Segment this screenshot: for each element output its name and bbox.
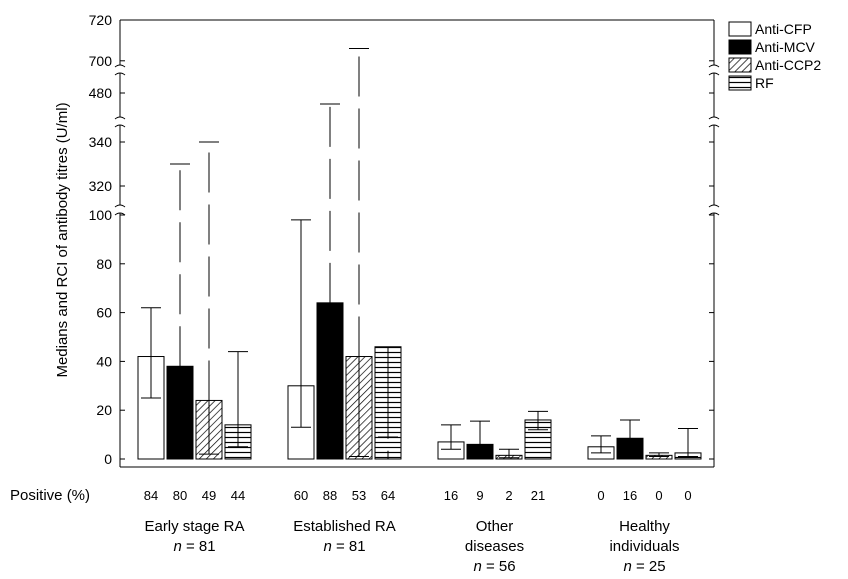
y-tick-label: 40 bbox=[96, 353, 112, 369]
error-bars bbox=[141, 48, 698, 460]
positive-label: Positive (%) bbox=[10, 487, 90, 504]
group-n-label: n = 81 bbox=[173, 538, 215, 555]
group-n-label: n = 25 bbox=[623, 558, 665, 575]
group-labels: Early stage RA n = 81 Established RA n = 81… bbox=[144, 518, 679, 575]
bar-anti-mcv bbox=[166, 365, 194, 460]
axis-break-mark bbox=[708, 124, 720, 128]
positive-value: 60 bbox=[294, 488, 308, 503]
y-tick-label: 340 bbox=[89, 134, 113, 150]
axis-break-mark bbox=[708, 64, 720, 68]
group-label: Healthy bbox=[619, 518, 670, 535]
positive-value: 16 bbox=[444, 488, 458, 503]
axis-break-mark bbox=[114, 64, 126, 68]
positive-value: 0 bbox=[655, 488, 662, 503]
bar-anti-mcv bbox=[466, 443, 494, 460]
positive-value: 9 bbox=[476, 488, 483, 503]
positive-value: 0 bbox=[597, 488, 604, 503]
y-tick-label: 20 bbox=[96, 402, 112, 418]
y-tick-label: 60 bbox=[96, 305, 112, 321]
bar-anti-mcv bbox=[616, 437, 644, 460]
legend-label: Anti-CCP2 bbox=[755, 57, 821, 73]
axis-break-mark bbox=[708, 212, 720, 216]
positive-value: 64 bbox=[381, 488, 395, 503]
axis-breaks bbox=[114, 64, 720, 216]
legend-swatch-rf bbox=[728, 75, 752, 91]
group-label: Early stage RA bbox=[144, 518, 244, 535]
group-label: individuals bbox=[609, 538, 679, 555]
group-label: diseases bbox=[465, 538, 524, 555]
y-axis-label: Medians and RCI of antibody titres (U/ml… bbox=[54, 102, 71, 377]
axis-break-mark bbox=[114, 116, 126, 120]
bar-anti-cfp bbox=[137, 356, 165, 460]
positive-value: 80 bbox=[173, 488, 187, 503]
y-tick-label: 80 bbox=[96, 256, 112, 272]
axis-break-mark bbox=[114, 212, 126, 216]
axis-break-mark bbox=[114, 124, 126, 128]
group-label: Other bbox=[476, 518, 514, 535]
bars bbox=[137, 302, 702, 460]
axis-break-mark bbox=[114, 72, 126, 76]
positive-value: 53 bbox=[352, 488, 366, 503]
positive-value: 84 bbox=[144, 488, 158, 503]
y-tick-label: 700 bbox=[89, 53, 113, 69]
legend: Anti-CFP Anti-MCV Anti-CCP2 RF bbox=[728, 21, 821, 91]
group-n-label: n = 81 bbox=[323, 538, 365, 555]
positive-values: 84 80 49 44 60 88 53 64 16 9 2 21 0 16 0 0 bbox=[144, 488, 692, 503]
legend-label: RF bbox=[755, 75, 774, 91]
legend-swatch-anti-ccp2 bbox=[728, 57, 752, 73]
axis-break-mark bbox=[708, 72, 720, 76]
positive-value: 49 bbox=[202, 488, 216, 503]
positive-value: 16 bbox=[623, 488, 637, 503]
bar-anti-mcv bbox=[316, 302, 344, 460]
axis-break-mark bbox=[708, 116, 720, 120]
positive-value: 21 bbox=[531, 488, 545, 503]
group-label: Established RA bbox=[293, 518, 396, 535]
y-axis: 0 20 40 60 80 100 320 340 480 700 720 bbox=[89, 12, 714, 467]
axis-break-mark bbox=[708, 204, 720, 208]
axis-break-mark bbox=[114, 204, 126, 208]
y-tick-label: 480 bbox=[89, 85, 113, 101]
y-tick-label: 320 bbox=[89, 178, 113, 194]
positive-value: 88 bbox=[323, 488, 337, 503]
y-tick-label: 720 bbox=[89, 12, 113, 28]
y-tick-label: 100 bbox=[89, 207, 113, 223]
positive-value: 0 bbox=[684, 488, 691, 503]
y-tick-label: 0 bbox=[104, 451, 112, 467]
legend-label: Anti-MCV bbox=[755, 39, 816, 55]
positive-value: 44 bbox=[231, 488, 245, 503]
group-n-label: n = 56 bbox=[473, 558, 515, 575]
legend-swatch-anti-cfp bbox=[728, 21, 752, 37]
plot-frame bbox=[119, 19, 715, 468]
legend-swatch-anti-mcv bbox=[728, 39, 752, 55]
positive-value: 2 bbox=[505, 488, 512, 503]
legend-label: Anti-CFP bbox=[755, 21, 812, 37]
